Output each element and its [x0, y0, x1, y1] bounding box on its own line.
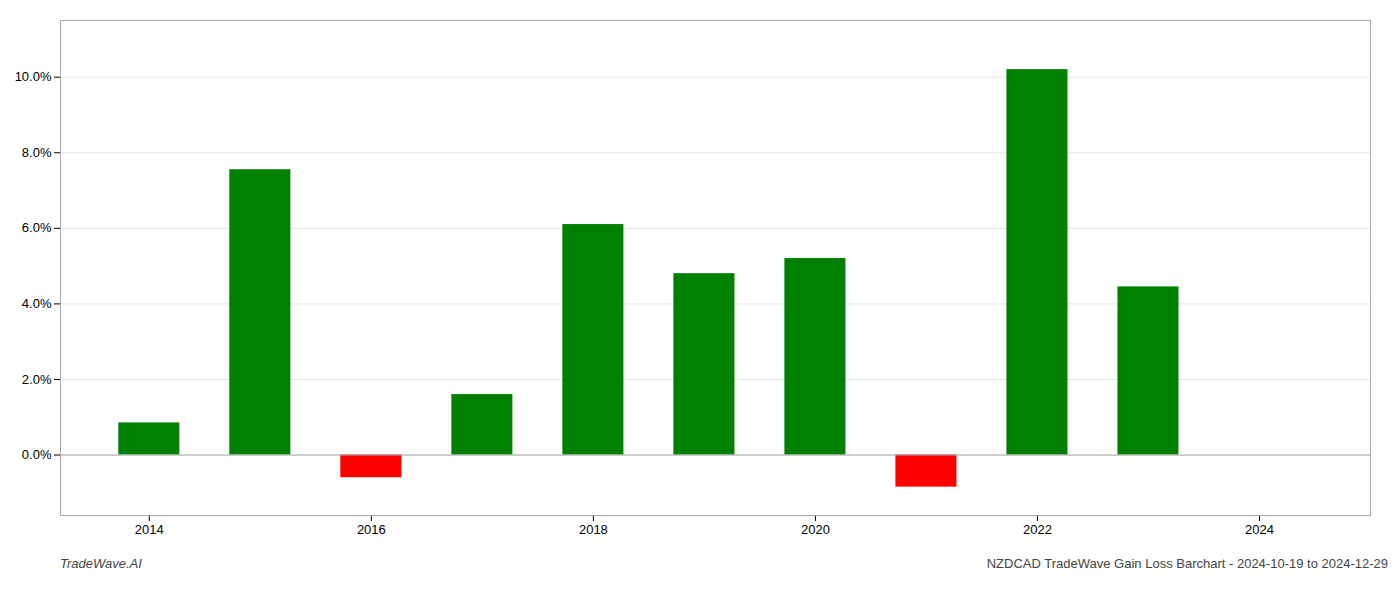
svg-text:2014: 2014 [135, 522, 164, 537]
svg-text:2024: 2024 [1245, 522, 1274, 537]
svg-text:8.0%: 8.0% [22, 145, 52, 160]
svg-text:2018: 2018 [579, 522, 608, 537]
svg-text:0.0%: 0.0% [22, 447, 52, 462]
html-text:TradeWave.AI: TradeWave.AI [60, 556, 142, 571]
html-text:NZDCAD TradeWave Gain Loss Bar: NZDCAD TradeWave Gain Loss Barchart - 20… [986, 556, 1388, 571]
svg-text:6.0%: 6.0% [22, 220, 52, 235]
svg-text:4.0%: 4.0% [22, 296, 52, 311]
svg-text:10.0%: 10.0% [15, 69, 52, 84]
svg-text:2.0%: 2.0% [22, 372, 52, 387]
svg-text:2022: 2022 [1023, 522, 1052, 537]
svg-text:2016: 2016 [357, 522, 386, 537]
svg-text:2020: 2020 [801, 522, 830, 537]
